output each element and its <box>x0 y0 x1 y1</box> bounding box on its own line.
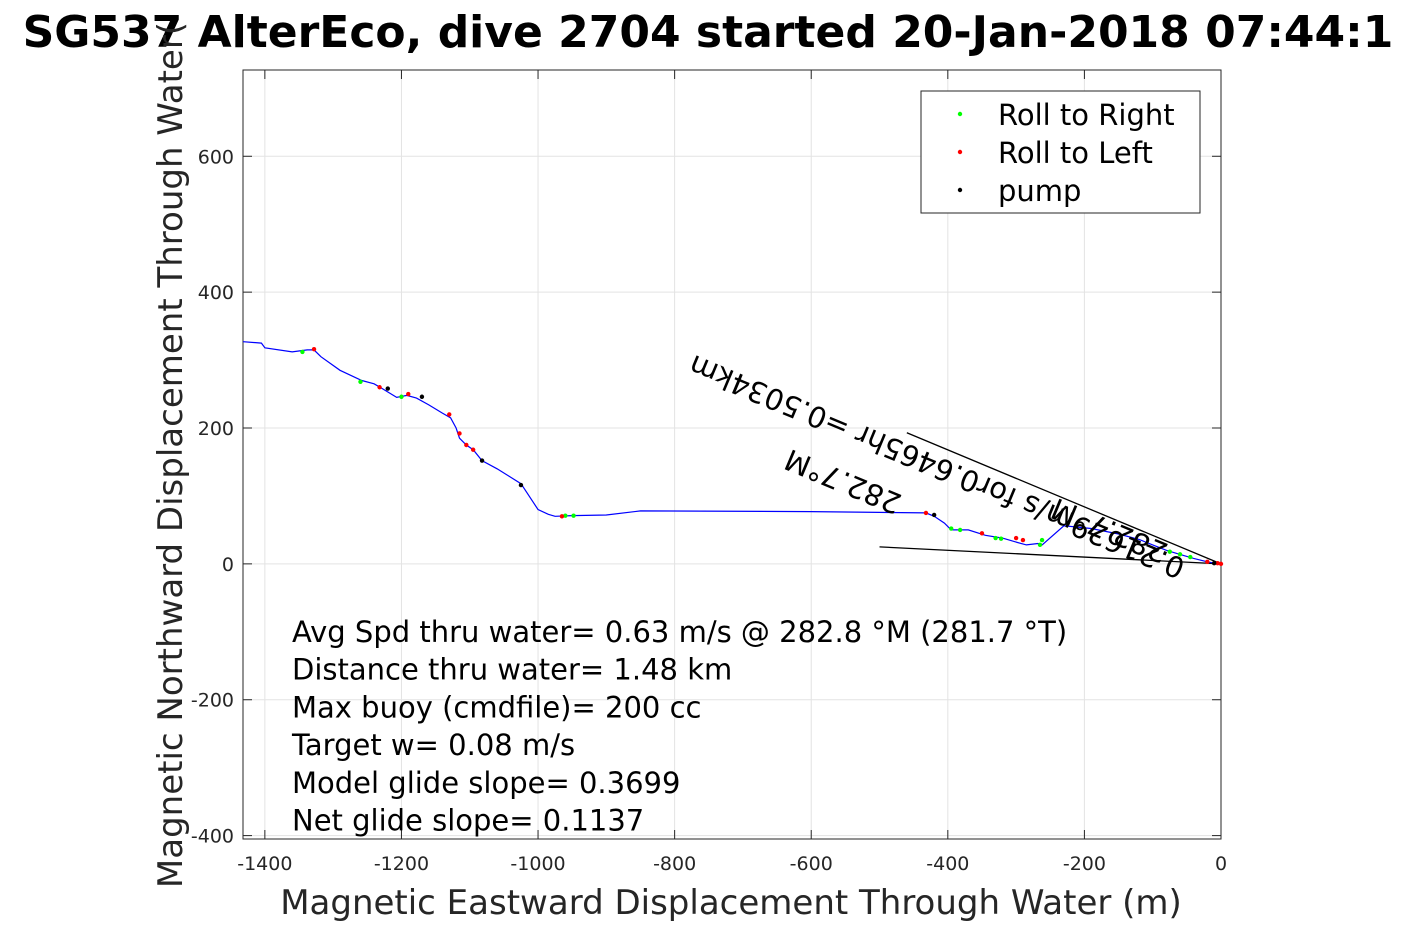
pump-point <box>479 458 485 463</box>
stats-annotation: Avg Spd thru water= 0.63 m/s @ 282.8 °M … <box>291 615 1067 838</box>
roll-right-point <box>1177 552 1183 557</box>
y-axis-label: Magnetic Northward Displacement Through … <box>151 22 191 888</box>
pump-point <box>518 482 524 488</box>
roll-right-point <box>1167 549 1172 554</box>
roll-left-point <box>470 447 476 452</box>
roll-left-point <box>1020 537 1026 543</box>
roll-right-point <box>1188 554 1193 560</box>
y-tick-label: 400 <box>198 282 234 304</box>
y-tick-label: -200 <box>191 690 234 712</box>
y-tick-label: 0 <box>222 554 234 576</box>
pump-point <box>419 394 425 399</box>
roll-right-point <box>563 513 568 518</box>
legend-label: Roll to Left <box>998 136 1153 170</box>
roll-left-point <box>979 531 985 536</box>
x-tick-label: -1000 <box>510 853 565 875</box>
reference-line <box>906 432 1222 565</box>
stats-line: Distance thru water= 1.48 km <box>292 653 732 687</box>
roll-right-point <box>998 536 1004 541</box>
legend-box <box>920 90 1201 214</box>
y-tick-label: 600 <box>198 146 234 168</box>
roll-left-point <box>559 514 565 519</box>
x-tick-label: -800 <box>653 853 696 875</box>
y-tick-label: -400 <box>191 826 234 848</box>
x-tick-label: 0 <box>1215 853 1227 875</box>
roll-left-point <box>447 412 452 417</box>
roll-right-point <box>300 349 305 355</box>
roll-left-point <box>1013 535 1019 541</box>
roll-left-point <box>1218 561 1224 567</box>
reference-lines <box>879 432 1222 565</box>
stats-line: Net glide slope= 0.1137 <box>292 804 644 838</box>
axes: -1400 -1200 -1000 -800 -600 -400 -200 0 -400 -200… <box>191 69 1227 875</box>
x-tick-label: -1200 <box>374 853 429 875</box>
chart-title: SG537 AlterEco, dive 2704 started 20-Jan… <box>23 7 1394 58</box>
track-line <box>242 341 1221 565</box>
pump-point <box>385 386 390 391</box>
roll-right-point <box>1039 537 1045 543</box>
roll-right-point <box>993 535 998 541</box>
legend-label: pump <box>998 174 1081 208</box>
roll-right-point <box>571 513 576 518</box>
roll-right-point <box>949 526 954 531</box>
roll-right-point <box>358 379 363 385</box>
roll-points <box>300 347 1224 567</box>
roll-left-point <box>1205 559 1210 565</box>
x-tick-label: -400 <box>926 853 969 875</box>
pump-point <box>931 512 937 518</box>
roll-right-point <box>1037 542 1043 548</box>
track-lines <box>242 341 1221 565</box>
roll-right-point <box>399 394 404 399</box>
plot-frame <box>242 69 1222 840</box>
legend: Roll to Right Roll to Left pump <box>920 90 1201 214</box>
legend-marker <box>957 187 963 193</box>
roll-left-point <box>406 391 411 397</box>
x-tick-label: -600 <box>790 853 833 875</box>
roll-left-point <box>923 510 929 516</box>
roll-left-point <box>377 385 382 390</box>
roll-left-point <box>457 431 462 436</box>
stats-line: Avg Spd thru water= 0.63 m/s @ 282.8 °M … <box>292 615 1067 649</box>
x-tick-label: -1400 <box>237 853 292 875</box>
x-tick-label: -200 <box>1063 853 1106 875</box>
roll-left-point <box>1215 560 1220 566</box>
roll-left-point <box>464 442 469 448</box>
stats-line: Max buoy (cmdfile)= 200 cc <box>292 690 701 724</box>
legend-marker <box>957 149 963 155</box>
reference-line <box>879 546 1222 565</box>
y-tick-label: 200 <box>198 418 234 440</box>
roll-right-point <box>957 527 963 533</box>
x-axis-label: Magnetic Eastward Displacement Through W… <box>280 883 1182 923</box>
legend-label: Roll to Right <box>998 98 1175 132</box>
roll-left-point <box>311 347 317 352</box>
stats-line: Target w= 0.08 m/s <box>291 728 575 762</box>
pump-point <box>1211 560 1217 566</box>
legend-marker <box>957 111 963 117</box>
stats-line: Model glide slope= 0.3699 <box>292 766 680 800</box>
